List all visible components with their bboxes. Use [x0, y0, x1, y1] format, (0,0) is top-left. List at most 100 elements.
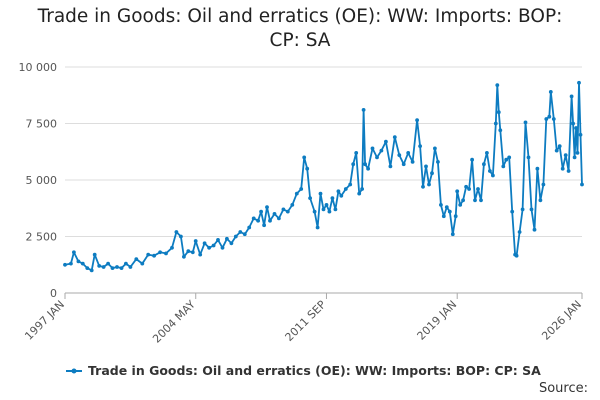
data-point [211, 243, 216, 248]
data-point [115, 265, 119, 269]
data-point [299, 187, 304, 191]
data-point [476, 187, 480, 191]
data-point [233, 234, 238, 239]
data-point [538, 198, 543, 203]
data-point [259, 209, 263, 214]
y-tick-label: 5 000 [26, 174, 58, 187]
y-tick-label: 2 500 [26, 231, 58, 244]
x-tick-label: 2019 JAN [415, 298, 460, 343]
data-point [312, 209, 317, 214]
data-point [498, 128, 503, 133]
data-point [92, 252, 97, 257]
data-point [418, 144, 422, 149]
data-point [479, 198, 483, 203]
data-point [146, 252, 151, 257]
x-tick-label: 2026 JAN [539, 298, 584, 343]
data-point [547, 114, 552, 119]
data-point [488, 169, 492, 173]
data-point [318, 191, 323, 196]
data-point [535, 166, 540, 171]
data-point [501, 164, 506, 169]
data-point [461, 198, 465, 203]
legend-swatch-marker [71, 368, 77, 374]
data-point [548, 90, 553, 94]
series-line [64, 81, 583, 272]
x-tick-label: 2004 MAY [150, 298, 198, 346]
data-point [447, 209, 452, 214]
data-point [251, 216, 256, 221]
legend-label: Trade in Goods: Oil and erratics (OE): W… [88, 363, 541, 378]
data-point [216, 238, 220, 242]
x-tick-label: 2011 SEP [283, 298, 329, 344]
data-point [473, 198, 477, 203]
x-tick-label: 1997 JAN [22, 298, 67, 343]
data-point [106, 261, 110, 266]
data-point [268, 218, 272, 223]
data-point [336, 189, 341, 194]
data-point [333, 207, 338, 212]
data-point [256, 218, 260, 223]
data-point [110, 266, 115, 270]
data-point [363, 162, 367, 167]
data-point [493, 121, 498, 126]
data-point [569, 94, 574, 99]
data-point [453, 214, 458, 219]
data-point [379, 148, 384, 153]
data-point [464, 184, 468, 189]
data-point [563, 153, 568, 158]
data-point [63, 262, 67, 267]
data-point [529, 207, 534, 212]
data-point [262, 223, 266, 228]
data-point [566, 169, 571, 173]
data-point [315, 225, 320, 230]
data-point [421, 184, 425, 189]
data-point [580, 182, 584, 187]
source-label: Source: [538, 381, 588, 396]
data-point [330, 196, 335, 201]
chart-title-line-1: Trade in Goods: Oil and erratics (OE): W… [37, 6, 563, 27]
data-point [496, 110, 501, 115]
data-point [514, 253, 519, 258]
data-point [302, 155, 307, 160]
data-point [281, 207, 286, 212]
data-point [202, 241, 207, 246]
data-point [348, 182, 353, 187]
data-point [170, 245, 174, 250]
data-point [544, 117, 549, 121]
data-point [392, 135, 397, 140]
data-point [174, 230, 179, 234]
data-point [85, 266, 90, 270]
data-point [343, 187, 348, 191]
data-point [526, 155, 531, 160]
y-tick-label: 10 000 [19, 61, 58, 74]
data-point [225, 236, 229, 241]
data-point [89, 268, 94, 273]
data-point [80, 261, 85, 266]
data-point [361, 108, 366, 112]
data-point [351, 162, 356, 167]
data-point [577, 80, 581, 85]
chart-title: Trade in Goods: Oil and erratics (OE): W… [0, 5, 600, 53]
data-point [140, 261, 145, 266]
data-point [575, 151, 580, 155]
data-point [366, 166, 370, 171]
data-point [517, 230, 522, 234]
data-point [467, 187, 471, 191]
data-point [277, 216, 281, 221]
data-point [179, 234, 183, 239]
data-point [401, 162, 406, 167]
data-point [327, 209, 332, 214]
data-point [182, 254, 186, 259]
data-point [238, 230, 243, 234]
data-point [101, 265, 106, 269]
data-point [370, 146, 375, 151]
data-point [504, 157, 509, 162]
data-point [444, 205, 449, 210]
data-point [76, 259, 81, 264]
data-point [186, 249, 191, 254]
data-point [455, 189, 460, 194]
data-point [571, 121, 575, 126]
data-point [406, 151, 411, 155]
data-point [119, 266, 124, 270]
